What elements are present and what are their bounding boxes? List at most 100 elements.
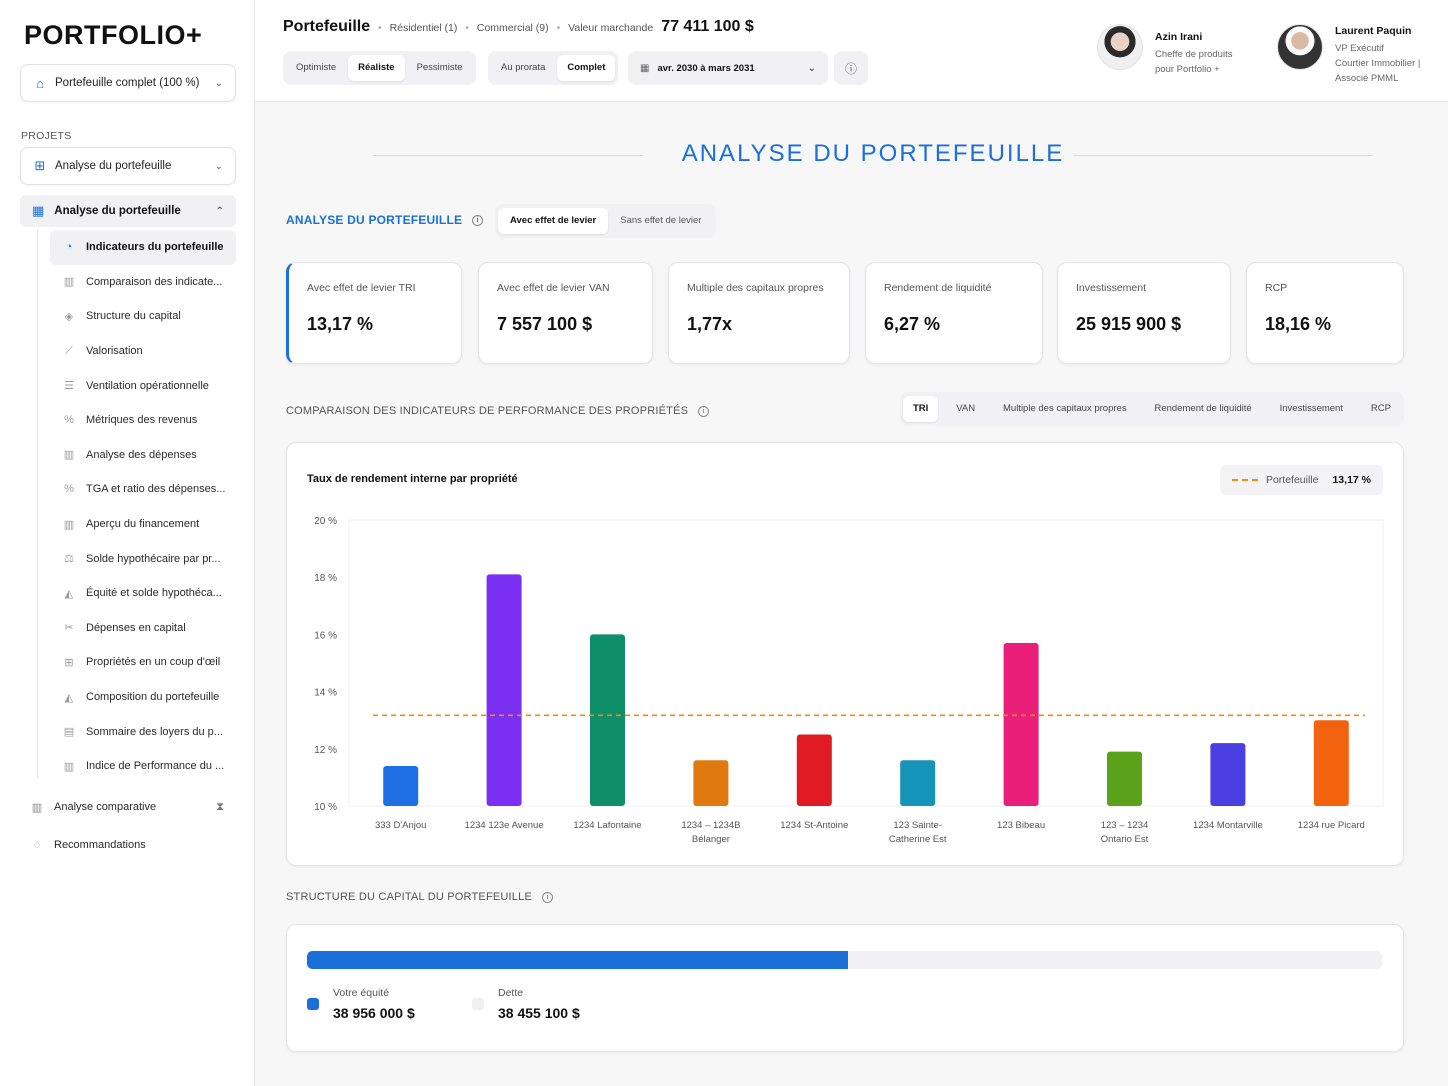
leverage-toggle: Avec effet de levier Sans effet de levie…	[495, 204, 717, 238]
residential-count[interactable]: Résidentiel (1)	[389, 22, 458, 34]
scenario-optimistic[interactable]: Optimiste	[296, 62, 337, 73]
equity-value: 38 956 000 $	[333, 1005, 415, 1021]
percent-icon: %	[64, 483, 74, 496]
legend-series-value: 13,17 %	[1332, 474, 1371, 486]
contact-name: Laurent Paquin	[1335, 25, 1412, 37]
tab-investment[interactable]: Investissement	[1279, 403, 1343, 414]
irr-chart-card: Taux de rendement interne par propriété …	[286, 442, 1404, 866]
project-select-value: Analyse du portefeuille	[55, 160, 172, 172]
mode-complete[interactable]: Complet	[557, 55, 616, 81]
sidebar-item-label: Dépenses en capital	[86, 621, 186, 634]
sidebar-item-0[interactable]: ◔ Indicateurs du portefeuille	[50, 230, 236, 265]
x-tick-label: Catherine Est	[889, 834, 947, 845]
leverage-with[interactable]: Avec effet de levier	[498, 208, 609, 234]
chevron-down-icon: ⌄	[807, 62, 816, 74]
info-button[interactable]: ⓘ	[834, 51, 868, 85]
legend-dash-marker	[1231, 479, 1258, 481]
x-tick-label: 123 Bibeau	[997, 820, 1045, 831]
scenario-toggle: Optimiste Réaliste Pessimiste	[283, 51, 476, 85]
kpi-card-investment[interactable]: Investissement 25 915 900 $	[1057, 262, 1231, 364]
sidebar-item-2[interactable]: ◈ Structure du capital	[50, 299, 236, 334]
x-tick-label: 1234 rue Picard	[1298, 820, 1365, 831]
sidebar-item-4[interactable]: ☰ Ventilation opérationnelle	[50, 368, 236, 403]
page-title: Portefeuille	[283, 18, 371, 35]
kpi-card-cash-yield[interactable]: Rendement de liquidité 6,27 %	[865, 262, 1043, 364]
sidebar-item-label: Aperçu du financement	[86, 518, 200, 531]
sidebar-item-recommendations[interactable]: ◌ Recommandations	[20, 830, 236, 860]
info-icon[interactable]: i	[541, 891, 553, 903]
kpi-value: 6,27 %	[884, 314, 941, 334]
y-tick-label: 16 %	[314, 630, 337, 641]
nav-items: ◔ Indicateurs du portefeuille ▥ Comparaison…	[50, 230, 236, 784]
market-value: 77 411 100 $	[661, 18, 754, 35]
sidebar-item-label: Ventilation opérationnelle	[86, 379, 209, 392]
market-value-label: Valeur marchande	[568, 22, 654, 34]
leverage-without[interactable]: Sans effet de levier	[620, 215, 702, 226]
chart-bar	[590, 634, 625, 806]
sidebar-item-11[interactable]: ✂ Dépenses en capital	[50, 611, 236, 646]
kpi-label: Avec effet de levier TRI	[307, 282, 416, 294]
date-range-select[interactable]: ▦ avr. 2030 à mars 2031 ⌄	[628, 51, 828, 85]
sidebar-item-6[interactable]: ▥ Analyse des dépenses	[50, 438, 236, 473]
chevron-down-icon: ⌄	[214, 77, 223, 89]
sidebar-item-1[interactable]: ▥ Comparaison des indicate...	[50, 265, 236, 300]
contact-role-2: Courtier Immobilier |	[1335, 58, 1421, 69]
y-tick-label: 10 %	[314, 802, 337, 813]
header: Portefeuille • Résidentiel (1) • Commerc…	[255, 0, 1448, 102]
bar-chart-icon: ▥	[63, 449, 75, 462]
project-select[interactable]: ⊞ Analyse du portefeuille ⌄	[20, 147, 236, 185]
x-tick-label: 1234 St-Antoine	[780, 820, 848, 831]
chart-bar	[900, 760, 936, 806]
x-tick-label: 1234 Lafontaine	[573, 820, 641, 831]
legend-equity-swatch	[307, 998, 319, 1010]
kpi-label: Rendement de liquidité	[884, 282, 992, 294]
bar-chart-icon: ▥	[63, 518, 75, 531]
scenario-pessimistic[interactable]: Pessimiste	[416, 62, 463, 73]
tab-van[interactable]: VAN	[956, 403, 976, 414]
info-icon[interactable]: i	[472, 214, 484, 226]
sidebar-item-12[interactable]: ⊞ Propriétés en un coup d'œil	[50, 645, 236, 680]
bar-chart-icon: ▥	[63, 276, 75, 289]
mode-prorata[interactable]: Au prorata	[501, 62, 546, 73]
sidebar-item-15[interactable]: ▥ Indice de Performance du ...	[50, 749, 236, 784]
contact-card-azin[interactable]: Azin Irani Cheffe de produits pour Portf…	[1097, 24, 1232, 77]
sidebar-item-label: Solde hypothécaire par pr...	[86, 552, 221, 565]
main-title: ANALYSE DU PORTEFEUILLE	[681, 140, 1065, 167]
chart-bar	[1313, 720, 1349, 806]
sidebar-item-5[interactable]: % Métriques des revenus	[50, 403, 236, 438]
contact-card-laurent[interactable]: Laurent Paquin VP Exécutif Courtier Immo…	[1277, 24, 1420, 86]
sidebar-item-label: Structure du capital	[86, 310, 181, 323]
sidebar-item-8[interactable]: ▥ Aperçu du financement	[50, 507, 236, 542]
kpi-card-van[interactable]: Avec effet de levier VAN 7 557 100 $	[478, 262, 653, 364]
sidebar-item-10[interactable]: ◭ Équité et solde hypothéca...	[50, 576, 236, 611]
area-chart-icon: ◭	[64, 587, 74, 600]
kpi-value: 13,17 %	[307, 314, 374, 334]
contact-name: Azin Irani	[1155, 31, 1203, 43]
scale-icon: ⚖	[64, 553, 74, 566]
chart-bar	[796, 734, 832, 806]
kpi-card-equity-multiple[interactable]: Multiple des capitaux propres 1,77x	[668, 262, 850, 364]
tab-cash-yield[interactable]: Rendement de liquidité	[1154, 403, 1252, 414]
sidebar-item-7[interactable]: % TGA et ratio des dépenses...	[50, 472, 236, 507]
commercial-count[interactable]: Commercial (9)	[476, 22, 549, 34]
sidebar-item-9[interactable]: ⚖ Solde hypothécaire par pr...	[50, 541, 236, 576]
kpi-label: RCP	[1265, 282, 1288, 294]
grid-icon: ⊞	[64, 656, 74, 669]
sidebar-item-13[interactable]: ◭ Composition du portefeuille	[50, 680, 236, 715]
scenario-realistic[interactable]: Réaliste	[348, 55, 405, 81]
bar-chart-icon: ▥	[31, 801, 43, 814]
kpi-card-roe[interactable]: RCP 18,16 %	[1246, 262, 1404, 364]
kpi-value: 1,77x	[687, 314, 733, 334]
tab-roe[interactable]: RCP	[1370, 403, 1391, 414]
info-icon[interactable]: i	[698, 405, 710, 417]
tab-tri[interactable]: TRI	[903, 396, 939, 422]
tab-equity-multiple[interactable]: Multiple des capitaux propres	[1003, 403, 1127, 414]
sidebar-item-comparative[interactable]: ▥ Analyse comparative ⧗	[20, 792, 236, 822]
portfolio-select[interactable]: ⌂ Portefeuille complet (100 %) ⌄	[20, 64, 236, 102]
sidebar-item-3[interactable]: ⟋ Valorisation	[50, 334, 236, 369]
sidebar-item-14[interactable]: ▤ Sommaire des loyers du p...	[50, 714, 236, 749]
kpi-card-tri[interactable]: Avec effet de levier TRI 13,17 %	[286, 262, 462, 364]
legend-series-name: Portefeuille	[1265, 474, 1319, 486]
tools-icon: ✂	[64, 622, 74, 635]
nav-group-portfolio-analysis[interactable]: ▦ Analyse du portefeuille ⌃	[20, 195, 236, 227]
